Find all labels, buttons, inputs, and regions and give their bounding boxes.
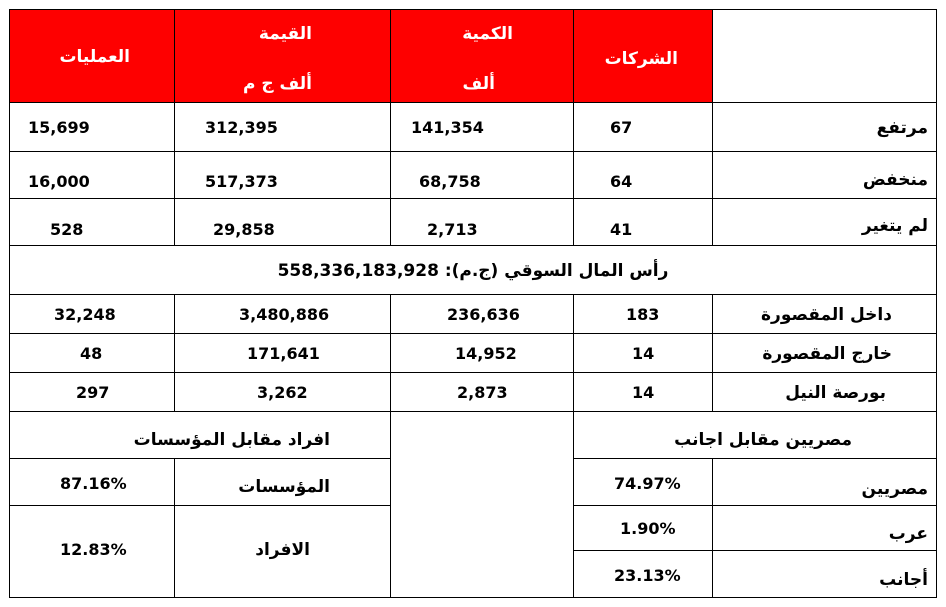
investors-row-institutions-label: المؤسسات <box>174 458 391 506</box>
table-row-nile-value: 3,262 <box>174 372 391 412</box>
table-row-down-companies: 64 <box>573 151 713 199</box>
table-row-nile-transactions: 297 <box>9 372 175 412</box>
header-quantity-cell: الكمية ألف <box>390 9 574 103</box>
table-row-unchanged-value: 29,858 <box>174 198 391 246</box>
market-cap-row: رأس المال السوقي (ج.م): 558,336,183,928 <box>9 245 937 295</box>
table-cell: 67 <box>610 118 633 137</box>
header-quantity: الكمية <box>462 24 513 44</box>
table-row-nile-quantity: 2,873 <box>390 372 574 412</box>
nationality-row-arabs-label: عرب <box>712 505 937 551</box>
row-label: بورصة النيل <box>785 383 886 403</box>
table-row-main-label: داخل المقصورة <box>712 294 937 334</box>
market-summary-table: العمليات القيمة ألف ج م الكمية ألف الشرك… <box>9 9 937 598</box>
table-row-outside-value: 171,641 <box>174 333 391 373</box>
table-row-down-label: منخفض <box>712 151 937 199</box>
row-label: لم يتغير <box>861 216 928 236</box>
table-cell: 3,480,886 <box>239 305 330 324</box>
header-transactions-cell: العمليات <box>9 9 175 103</box>
table-cell: 2,713 <box>427 220 478 239</box>
table-cell: 15,699 <box>28 118 90 137</box>
table-row-outside-transactions: 48 <box>9 333 175 373</box>
table-row-unchanged-companies: 41 <box>573 198 713 246</box>
header-value-unit: ألف ج م <box>242 74 312 94</box>
header-corner-cell <box>712 9 937 103</box>
row-label: الافراد <box>255 540 310 560</box>
table-cell: 23.13% <box>614 566 681 585</box>
nationality-row-egyptians-label: مصريين <box>712 458 937 506</box>
table-row-down-quantity: 68,758 <box>390 151 574 199</box>
table-row-down-value: 517,373 <box>174 151 391 199</box>
nationality-row-arabs-value: 1.90% <box>573 505 713 551</box>
header-value-cell: القيمة ألف ج م <box>174 9 391 103</box>
row-label: منخفض <box>862 170 928 190</box>
investors-title: افراد مقابل المؤسسات <box>133 430 330 450</box>
table-cell: 171,641 <box>247 344 320 363</box>
table-cell: 32,248 <box>54 305 116 324</box>
header-companies: الشركات <box>604 49 678 69</box>
table-cell: 48 <box>80 344 103 363</box>
market-cap-text: رأس المال السوقي (ج.م): 558,336,183,928 <box>277 261 669 281</box>
nationality-row-egyptians-value: 74.97% <box>573 458 713 506</box>
table-cell: 68,758 <box>419 172 481 191</box>
row-label: المؤسسات <box>238 477 330 497</box>
table-row-outside-quantity: 14,952 <box>390 333 574 373</box>
table-cell: 517,373 <box>205 172 278 191</box>
table-row-main-transactions: 32,248 <box>9 294 175 334</box>
table-cell: 528 <box>50 220 84 239</box>
table-row-up-transactions: 15,699 <box>9 102 175 152</box>
table-row-nile-label: بورصة النيل <box>712 372 937 412</box>
table-cell: 183 <box>626 305 660 324</box>
table-row-up-value: 312,395 <box>174 102 391 152</box>
table-cell: 14,952 <box>455 344 517 363</box>
table-row-up-label: مرتفع <box>712 102 937 152</box>
investors-title-cell: افراد مقابل المؤسسات <box>9 411 391 459</box>
header-transactions: العمليات <box>59 47 130 67</box>
table-row-unchanged-label: لم يتغير <box>712 198 937 246</box>
header-companies-cell: الشركات <box>573 9 713 103</box>
table-row-down-transactions: 16,000 <box>9 151 175 199</box>
investors-row-individuals-value: 12.83% <box>9 505 175 598</box>
row-label: مرتفع <box>876 118 928 138</box>
table-cell: 41 <box>610 220 633 239</box>
header-value: القيمة <box>258 24 312 44</box>
table-cell: 29,858 <box>213 220 275 239</box>
table-row-unchanged-transactions: 528 <box>9 198 175 246</box>
row-label: مصريين <box>861 479 928 499</box>
table-row-outside-label: خارج المقصورة <box>712 333 937 373</box>
row-label: خارج المقصورة <box>762 344 892 364</box>
empty-middle-cell <box>390 411 574 598</box>
row-label: داخل المقصورة <box>761 305 892 325</box>
nationality-title-cell: مصريين مقابل اجانب <box>573 411 937 459</box>
nationality-row-foreigners-label: أجانب <box>712 550 937 598</box>
table-row-main-quantity: 236,636 <box>390 294 574 334</box>
table-cell: 2,873 <box>457 383 508 402</box>
nationality-row-foreigners-value: 23.13% <box>573 550 713 598</box>
table-cell: 236,636 <box>447 305 520 324</box>
table-row-up-quantity: 141,354 <box>390 102 574 152</box>
header-quantity-unit: ألف <box>462 74 495 94</box>
row-label: أجانب <box>879 570 928 590</box>
table-row-unchanged-quantity: 2,713 <box>390 198 574 246</box>
nationality-title: مصريين مقابل اجانب <box>674 430 852 450</box>
table-cell: 1.90% <box>620 519 676 538</box>
table-cell: 14 <box>632 383 655 402</box>
row-label: عرب <box>888 524 928 544</box>
table-cell: 12.83% <box>60 540 127 559</box>
table-cell: 297 <box>76 383 110 402</box>
investors-row-individuals-label: الافراد <box>174 505 391 598</box>
table-cell: 16,000 <box>28 172 90 191</box>
table-row-main-value: 3,480,886 <box>174 294 391 334</box>
table-cell: 312,395 <box>205 118 278 137</box>
investors-row-institutions-value: 87.16% <box>9 458 175 506</box>
table-cell: 74.97% <box>614 474 681 493</box>
table-cell: 64 <box>610 172 633 191</box>
table-row-outside-companies: 14 <box>573 333 713 373</box>
table-cell: 87.16% <box>60 474 127 493</box>
table-row-main-companies: 183 <box>573 294 713 334</box>
table-cell: 3,262 <box>257 383 308 402</box>
table-row-nile-companies: 14 <box>573 372 713 412</box>
table-row-up-companies: 67 <box>573 102 713 152</box>
table-cell: 141,354 <box>411 118 484 137</box>
table-cell: 14 <box>632 344 655 363</box>
